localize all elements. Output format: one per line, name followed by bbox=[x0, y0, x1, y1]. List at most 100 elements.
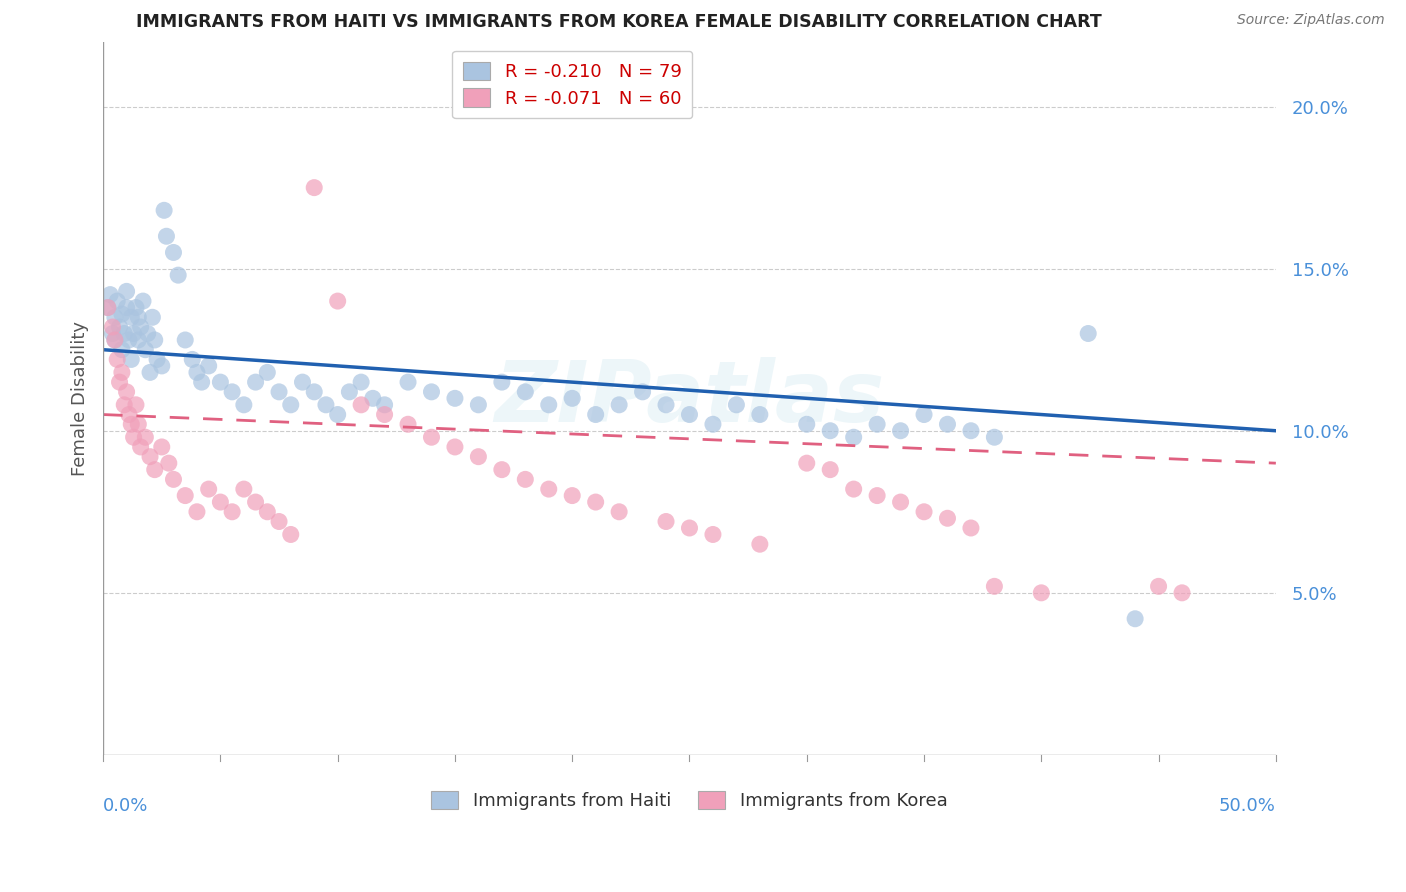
Point bbox=[122, 326, 145, 341]
Point bbox=[127, 417, 149, 432]
Point bbox=[374, 398, 396, 412]
Point bbox=[120, 417, 142, 432]
Point bbox=[139, 450, 162, 464]
Point bbox=[655, 398, 678, 412]
Point bbox=[467, 450, 489, 464]
Point bbox=[245, 375, 267, 389]
Point bbox=[326, 408, 349, 422]
Point bbox=[537, 482, 560, 496]
Point bbox=[420, 384, 443, 399]
Point bbox=[115, 384, 138, 399]
Point bbox=[818, 424, 841, 438]
Point bbox=[115, 301, 138, 315]
Text: Source: ZipAtlas.com: Source: ZipAtlas.com bbox=[1237, 13, 1385, 28]
Point bbox=[702, 527, 724, 541]
Text: 0.0%: 0.0% bbox=[103, 797, 149, 815]
Point bbox=[655, 515, 678, 529]
Point bbox=[396, 375, 419, 389]
Point bbox=[111, 365, 134, 379]
Point bbox=[108, 320, 131, 334]
Point bbox=[153, 203, 176, 218]
Point bbox=[491, 463, 513, 477]
Point bbox=[112, 398, 135, 412]
Point bbox=[111, 343, 134, 357]
Point bbox=[157, 456, 180, 470]
Point bbox=[491, 375, 513, 389]
Point bbox=[326, 294, 349, 309]
Point bbox=[842, 430, 865, 444]
Point bbox=[983, 430, 1005, 444]
Point bbox=[420, 430, 443, 444]
Point bbox=[112, 326, 135, 341]
Point bbox=[139, 365, 162, 379]
Point bbox=[585, 495, 607, 509]
Point bbox=[221, 505, 243, 519]
Point bbox=[267, 515, 290, 529]
Point bbox=[105, 352, 128, 367]
Point bbox=[561, 489, 583, 503]
Point bbox=[1147, 579, 1170, 593]
Point bbox=[561, 392, 583, 406]
Point bbox=[122, 430, 145, 444]
Point bbox=[515, 472, 537, 486]
Point bbox=[350, 398, 373, 412]
Point bbox=[197, 482, 219, 496]
Point bbox=[125, 301, 148, 315]
Point bbox=[280, 527, 302, 541]
Point bbox=[912, 505, 935, 519]
Point bbox=[280, 398, 302, 412]
Point bbox=[104, 310, 127, 325]
Point bbox=[396, 417, 419, 432]
Point bbox=[467, 398, 489, 412]
Point bbox=[143, 463, 166, 477]
Point bbox=[174, 333, 197, 347]
Point bbox=[136, 326, 159, 341]
Point bbox=[361, 392, 384, 406]
Point bbox=[97, 301, 120, 315]
Point bbox=[245, 495, 267, 509]
Point bbox=[302, 180, 325, 194]
Point bbox=[291, 375, 314, 389]
Point bbox=[104, 333, 127, 347]
Point bbox=[104, 333, 127, 347]
Point bbox=[678, 521, 700, 535]
Point bbox=[150, 359, 173, 373]
Point bbox=[134, 430, 156, 444]
Point bbox=[960, 521, 983, 535]
Point bbox=[118, 333, 141, 347]
Point bbox=[209, 375, 232, 389]
Point bbox=[444, 392, 467, 406]
Point bbox=[818, 463, 841, 477]
Point bbox=[129, 320, 152, 334]
Point bbox=[127, 310, 149, 325]
Point bbox=[129, 440, 152, 454]
Point bbox=[105, 294, 128, 309]
Point bbox=[98, 287, 121, 301]
Point bbox=[125, 398, 148, 412]
Point bbox=[1031, 586, 1053, 600]
Point bbox=[118, 408, 141, 422]
Point bbox=[796, 456, 818, 470]
Point bbox=[890, 495, 912, 509]
Point bbox=[256, 365, 278, 379]
Point bbox=[936, 511, 959, 525]
Point bbox=[101, 320, 124, 334]
Point bbox=[585, 408, 607, 422]
Point bbox=[181, 352, 204, 367]
Point bbox=[702, 417, 724, 432]
Point bbox=[515, 384, 537, 399]
Point bbox=[111, 307, 134, 321]
Point bbox=[890, 424, 912, 438]
Point bbox=[678, 408, 700, 422]
Point bbox=[143, 333, 166, 347]
Point bbox=[186, 505, 208, 519]
Y-axis label: Female Disability: Female Disability bbox=[72, 321, 89, 475]
Point bbox=[101, 326, 124, 341]
Point bbox=[132, 294, 155, 309]
Point bbox=[108, 375, 131, 389]
Legend: Immigrants from Haiti, Immigrants from Korea: Immigrants from Haiti, Immigrants from K… bbox=[425, 783, 955, 817]
Point bbox=[374, 408, 396, 422]
Point bbox=[725, 398, 748, 412]
Point bbox=[302, 384, 325, 399]
Text: ZIPatlas: ZIPatlas bbox=[495, 357, 884, 440]
